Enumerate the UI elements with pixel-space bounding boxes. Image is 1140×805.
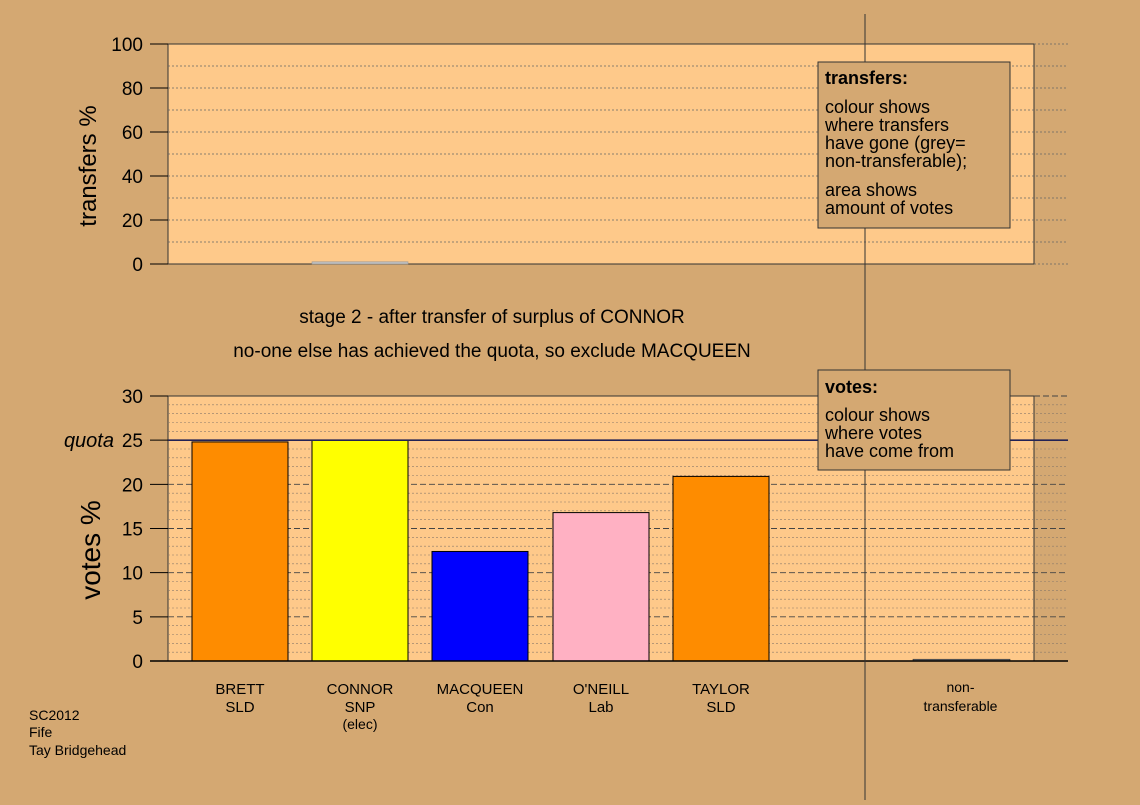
footer-council: Fife <box>29 724 53 740</box>
candidate-name-label: BRETT <box>215 681 264 698</box>
transfers-legend: transfers: colour shows where transfers … <box>817 61 1011 229</box>
transfers-y-axis-label: transfers % <box>75 105 102 226</box>
votes-bar <box>672 475 770 662</box>
candidate-party-label: SLD <box>706 699 735 716</box>
transfers-legend-line-4: non-transferable); <box>825 151 967 171</box>
nontransferable-label-line-1: non- <box>946 679 974 695</box>
votes-y-tick-label: 15 <box>122 520 143 541</box>
votes-bar <box>191 441 289 662</box>
votes-y-tick-label: 0 <box>132 652 143 673</box>
votes-legend-line-2: where votes <box>824 423 922 443</box>
transfers-y-tick-label: 80 <box>122 79 143 100</box>
transfers-bars <box>311 261 409 265</box>
transfers-y-tick-label: 100 <box>111 35 143 56</box>
stage-caption: stage 2 - after transfer of surplus of C… <box>299 307 684 328</box>
votes-legend: votes: colour shows where votes have com… <box>817 369 1011 471</box>
votes-bar <box>311 439 409 662</box>
candidate-name-label: MACQUEEN <box>437 681 524 698</box>
transfers-y-tick-label: 0 <box>132 255 143 276</box>
decision-caption: no-one else has achieved the quota, so e… <box>233 341 751 362</box>
candidate-name-label: TAYLOR <box>692 681 750 698</box>
transfers-y-tick-label: 40 <box>122 167 143 188</box>
votes-legend-line-1: colour shows <box>825 405 930 425</box>
candidate-party-label: Con <box>466 699 494 716</box>
footer-ward: Tay Bridgehead <box>29 742 126 758</box>
quota-label: quota <box>64 430 114 452</box>
transfers-legend-box <box>817 61 1011 229</box>
transfers-legend-line-5: area shows <box>825 180 917 200</box>
candidate-status-label: (elec) <box>342 716 377 732</box>
transfers-y-ticks: 0 20 40 60 80 100 <box>111 35 168 276</box>
votes-bars <box>191 439 1011 662</box>
votes-y-tick-label: 30 <box>122 387 143 408</box>
votes-y-tick-label: 5 <box>132 608 143 629</box>
transfers-bar <box>311 261 409 265</box>
footer-election: SC2012 <box>29 707 80 723</box>
transfers-y-tick-label: 20 <box>122 211 143 232</box>
votes-bar <box>431 550 529 662</box>
votes-y-tick-label: 10 <box>122 564 143 585</box>
votes-legend-box <box>817 369 1011 471</box>
votes-y-tick-label: 25 <box>122 431 143 452</box>
votes-legend-title: votes: <box>825 377 878 397</box>
transfers-legend-line-6: amount of votes <box>825 198 953 218</box>
transfers-legend-line-1: colour shows <box>825 97 930 117</box>
transfers-legend-line-3: have gone (grey= <box>825 133 966 153</box>
votes-bar <box>552 512 650 662</box>
votes-y-ticks: 0 5 10 15 20 25 30 <box>122 387 168 673</box>
candidate-party-label: SLD <box>225 699 254 716</box>
votes-legend-line-3: have come from <box>825 441 954 461</box>
transfers-legend-line-2: where transfers <box>824 115 949 135</box>
nontransferable-label-line-2: transferable <box>924 698 998 714</box>
candidate-name-label: O'NEILL <box>573 681 629 698</box>
candidate-name-label: CONNOR <box>327 681 394 698</box>
candidate-party-label: Lab <box>588 699 613 716</box>
transfers-legend-title: transfers: <box>825 68 908 88</box>
candidate-party-label: SNP <box>345 699 376 716</box>
candidate-labels: BRETTSLDCONNORSNP(elec)MACQUEENConO'NEIL… <box>215 679 997 732</box>
votes-y-tick-label: 20 <box>122 475 143 496</box>
transfers-y-tick-label: 60 <box>122 123 143 144</box>
votes-y-axis-label: votes % <box>75 500 106 600</box>
